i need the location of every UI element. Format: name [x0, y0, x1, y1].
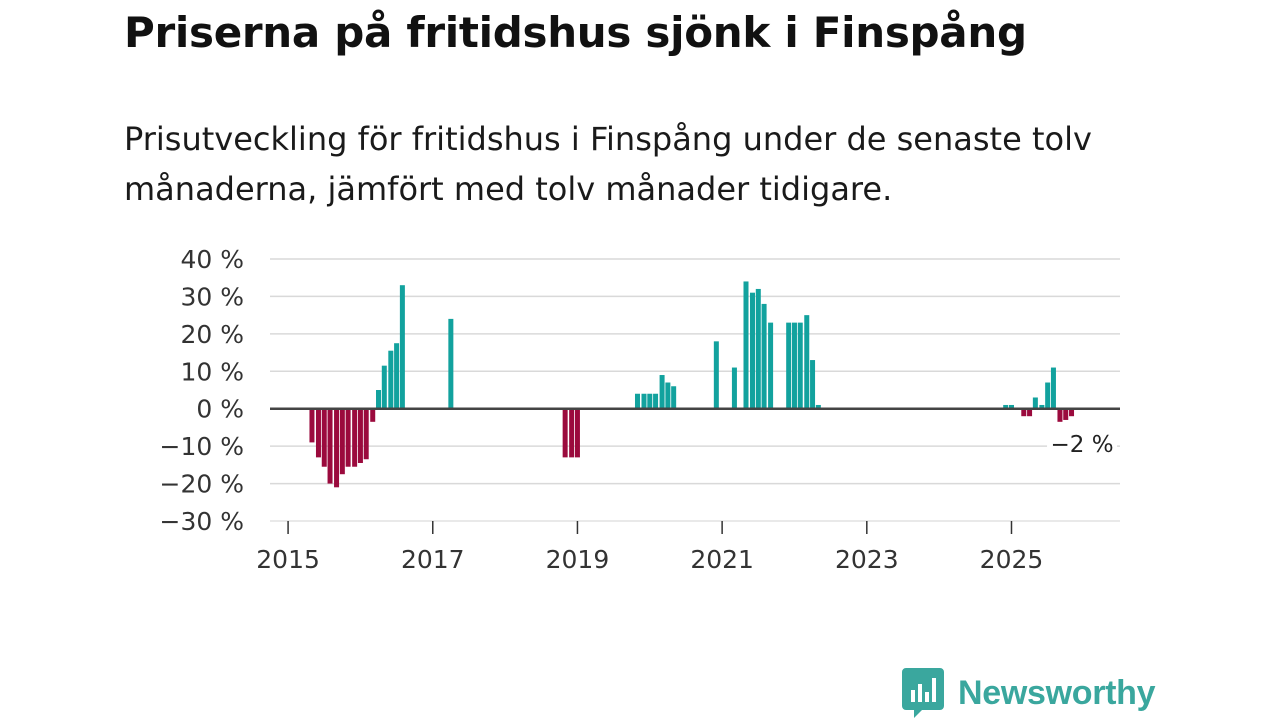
bar [574, 408, 580, 458]
bar [388, 350, 394, 409]
x-tick-label: 2019 [546, 545, 610, 574]
bar [665, 382, 671, 409]
bar [786, 322, 792, 409]
y-tick-label: 30 % [180, 282, 244, 311]
newsworthy-logo: Newsworthy [902, 668, 1156, 718]
bar [653, 393, 659, 409]
y-tick-label: −30 % [160, 507, 244, 536]
x-tick-label: 2017 [401, 545, 465, 574]
annotations: −2 % [1047, 429, 1118, 460]
y-tick-label: −20 % [160, 470, 244, 499]
y-tick-label: 0 % [196, 395, 244, 424]
bar [634, 393, 640, 409]
chart-subtitle: Prisutveckling för fritidshus i Finspång… [124, 120, 1092, 208]
annotation-label: −2 % [1051, 432, 1114, 458]
y-tick-label: −10 % [160, 432, 244, 461]
x-tick-label: 2023 [835, 545, 899, 574]
bar [1050, 367, 1056, 409]
bar [641, 393, 647, 409]
bar [1008, 404, 1014, 409]
bar [797, 322, 803, 409]
bar [1057, 408, 1063, 422]
x-tick-label: 2021 [690, 545, 754, 574]
bar [1045, 382, 1051, 409]
bar [804, 315, 810, 409]
bar [315, 408, 321, 458]
bar [755, 288, 761, 409]
bar [339, 408, 345, 475]
bar [731, 367, 737, 409]
bar [1063, 408, 1069, 420]
bar [647, 393, 653, 409]
bar [376, 390, 382, 409]
bar [1069, 408, 1075, 417]
y-axis-labels: 40 % 30 % 20 % 10 % 0 % −10 % −20 % −30 % [160, 245, 244, 536]
bar [327, 408, 333, 484]
bar [1027, 408, 1033, 417]
newsworthy-logo-icon [902, 668, 944, 718]
x-tick-label: 2015 [256, 545, 320, 574]
axes [270, 407, 1120, 522]
bar [761, 303, 767, 409]
y-tick-label: 40 % [180, 245, 244, 274]
bar [357, 408, 363, 463]
bar [1003, 404, 1009, 409]
bar [713, 341, 719, 409]
bar [1032, 397, 1038, 409]
y-tick-label: 10 % [180, 357, 244, 386]
bar [321, 408, 327, 467]
bar [370, 408, 376, 422]
bar [334, 408, 340, 488]
x-axis: 2015 2017 2019 2021 2023 2025 [256, 521, 1043, 574]
bar [569, 408, 575, 458]
bar [750, 292, 756, 409]
bar [352, 408, 358, 467]
brand-name: Newsworthy [958, 673, 1156, 712]
bar [743, 281, 749, 409]
bar [394, 343, 400, 409]
bar [768, 322, 774, 409]
bar [815, 404, 821, 409]
bar [671, 386, 677, 409]
bar [345, 408, 351, 467]
bar [1021, 408, 1027, 417]
x-tick-label: 2025 [980, 545, 1044, 574]
bar [399, 285, 405, 409]
grid-lines [270, 258, 1120, 522]
annotation-background [1047, 429, 1118, 460]
bar [659, 375, 665, 409]
bars [309, 281, 1075, 488]
bar [381, 365, 387, 409]
bar [309, 408, 315, 443]
y-tick-label: 20 % [180, 320, 244, 349]
bar [448, 318, 454, 409]
bar [562, 408, 568, 458]
bar [1039, 404, 1045, 409]
bar [791, 322, 797, 409]
chart-title: Priserna på fritidshus sjönk i Finspång [124, 8, 1027, 57]
bar [363, 408, 369, 460]
bar [810, 360, 816, 409]
